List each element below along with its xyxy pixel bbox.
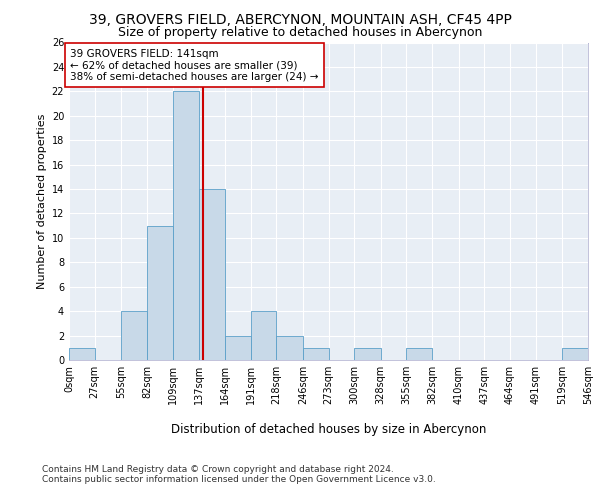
Bar xyxy=(303,348,329,360)
Text: 39 GROVERS FIELD: 141sqm
← 62% of detached houses are smaller (39)
38% of semi-d: 39 GROVERS FIELD: 141sqm ← 62% of detach… xyxy=(70,48,319,82)
Text: Contains HM Land Registry data © Crown copyright and database right 2024.: Contains HM Land Registry data © Crown c… xyxy=(42,465,394,474)
Bar xyxy=(354,348,381,360)
Y-axis label: Number of detached properties: Number of detached properties xyxy=(37,114,47,289)
Bar xyxy=(406,348,432,360)
Bar xyxy=(251,311,276,360)
Bar xyxy=(121,311,147,360)
Bar xyxy=(276,336,303,360)
Text: 39, GROVERS FIELD, ABERCYNON, MOUNTAIN ASH, CF45 4PP: 39, GROVERS FIELD, ABERCYNON, MOUNTAIN A… xyxy=(89,12,511,26)
Text: Distribution of detached houses by size in Abercynon: Distribution of detached houses by size … xyxy=(171,422,487,436)
Bar xyxy=(199,189,225,360)
Bar xyxy=(69,348,95,360)
Text: Size of property relative to detached houses in Abercynon: Size of property relative to detached ho… xyxy=(118,26,482,39)
Bar xyxy=(562,348,588,360)
Text: Contains public sector information licensed under the Open Government Licence v3: Contains public sector information licen… xyxy=(42,475,436,484)
Bar xyxy=(225,336,251,360)
Bar xyxy=(173,92,199,360)
Bar xyxy=(147,226,173,360)
